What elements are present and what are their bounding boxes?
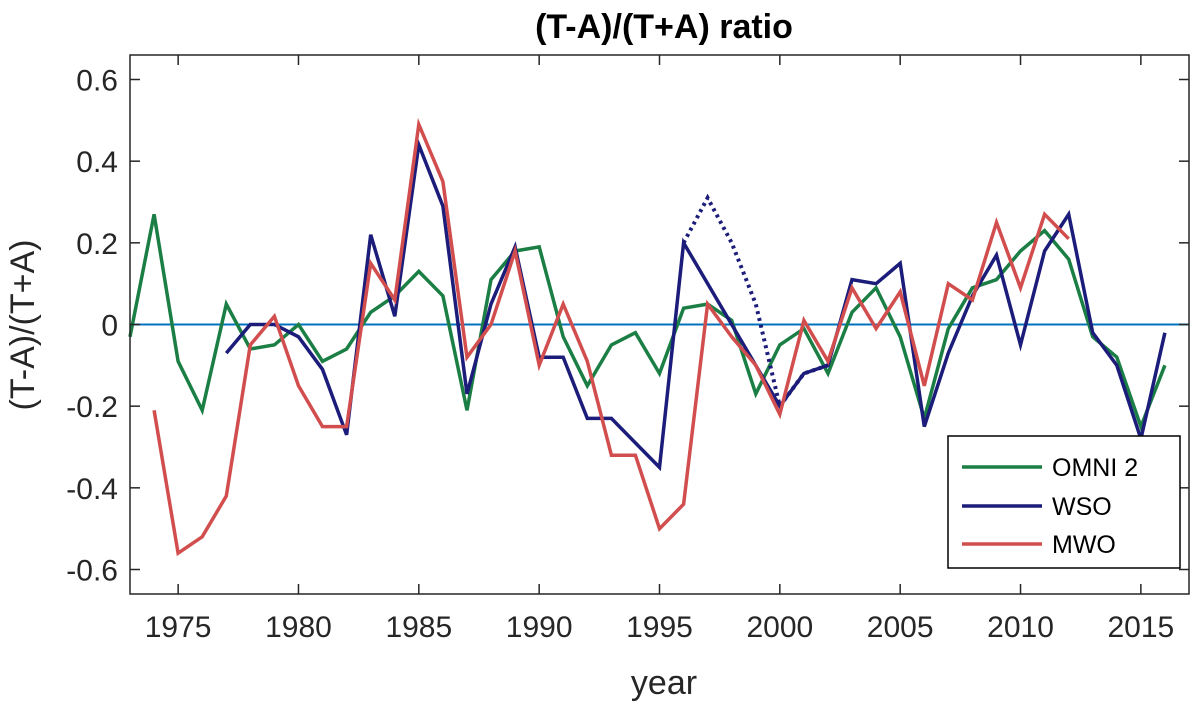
legend-label-wso: WSO [1052,493,1112,521]
x-tick-label: 1985 [385,611,452,644]
series-line-wso [224,137,1167,472]
y-tick-label: 0.6 [76,65,118,98]
y-axis-title: (T-A)/(T+A) [4,240,42,411]
legend: OMNI 2 WSO MWO [947,435,1181,569]
axes: 1975 1980 1985 1990 1995 2000 2005 2010 2015 -0.6… [66,54,1190,644]
x-tick-label: 2010 [987,611,1054,644]
series-line-mwo [152,117,1070,557]
legend-box [947,435,1181,569]
y-tick-label: 0 [101,310,118,343]
x-tick-label: 1995 [626,611,693,644]
series-dotted-segment-wso [681,193,829,411]
series-line-omni2 [128,213,1167,432]
chart-title: (T-A)/(T+A) ratio [535,8,793,46]
x-tick-label: 2005 [867,611,934,644]
y-tick-label: -0.6 [66,555,118,588]
x-tick-label: 1990 [506,611,573,644]
plot-area [128,117,1189,557]
x-axis-title: year [631,664,697,702]
y-tick-label: 0.2 [76,228,118,261]
x-tick-label: 2015 [1107,611,1174,644]
legend-label-mwo: MWO [1052,531,1116,559]
x-tick-label: 1975 [145,611,212,644]
x-tick-label: 1980 [265,611,332,644]
y-tick-label: -0.4 [66,473,118,506]
y-tick-label: -0.2 [66,391,118,424]
x-tick-label: 2000 [746,611,813,644]
y-tick-label: 0.4 [76,146,118,179]
legend-label-omni2: OMNI 2 [1052,454,1138,482]
